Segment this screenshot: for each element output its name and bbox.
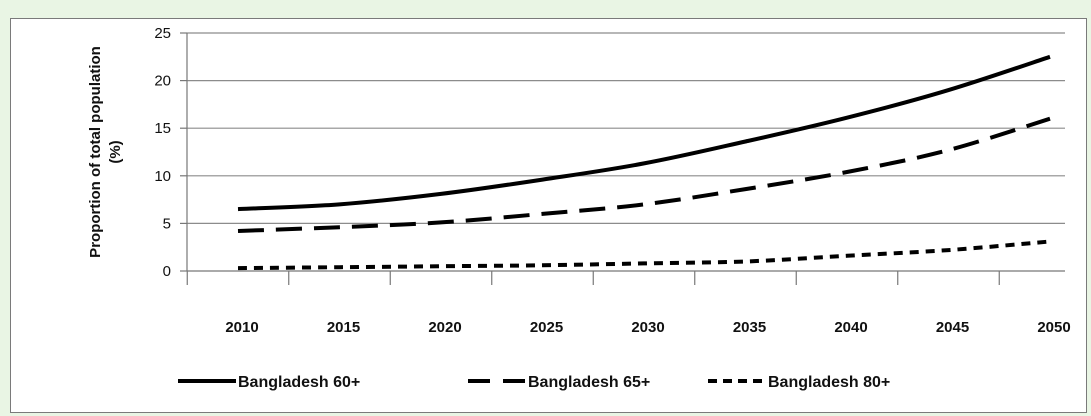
x-tick-label-2010: 2010 [225, 319, 258, 336]
legend-label-3: Bangladesh 80+ [768, 374, 890, 391]
x-tick-label-2020: 2020 [428, 319, 461, 336]
y-tick-label-25: 25 [154, 25, 171, 42]
series-line-2 [237, 116, 1051, 233]
legend-label-1: Bangladesh 60+ [238, 374, 360, 391]
y-tick-label-10: 10 [154, 168, 171, 185]
x-tick-label-2040: 2040 [834, 319, 867, 336]
y-axis-label-line-1: Proportion of total population [87, 46, 104, 258]
x-tick-label-2030: 2030 [631, 319, 664, 336]
series-line-3 [237, 239, 1051, 271]
legend: Bangladesh 60+ Bangladesh 65+ Bangladesh 8… [178, 374, 890, 391]
x-tick-label-2035: 2035 [733, 319, 766, 336]
y-axis-label: Proportion of total population (%) [87, 46, 124, 258]
x-tick-label-2025: 2025 [530, 319, 563, 336]
y-tick-label-5: 5 [163, 215, 171, 232]
y-tick-label-15: 15 [154, 120, 171, 137]
y-tick-label-0: 0 [163, 263, 171, 280]
series-lines [237, 54, 1051, 271]
chart-frame [10, 18, 1087, 413]
x-tick-labels: 2010 2015 2020 2025 2030 2035 2040 2045 2050 [225, 319, 1070, 336]
x-tick-label-2045: 2045 [936, 319, 969, 336]
x-tick-label-2015: 2015 [327, 319, 360, 336]
y-axis-label-line-2: (%) [107, 140, 124, 163]
y-tick-label-20: 20 [154, 73, 171, 90]
axes [180, 32, 1065, 285]
x-tick-label-2050: 2050 [1037, 319, 1070, 336]
legend-label-2: Bangladesh 65+ [528, 374, 650, 391]
gridlines [187, 32, 1065, 224]
y-tick-labels: 0 5 10 15 20 25 [154, 25, 171, 280]
series-line-1 [237, 54, 1051, 212]
